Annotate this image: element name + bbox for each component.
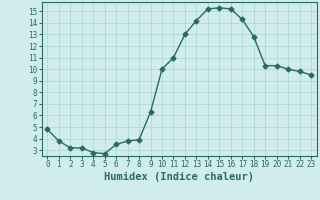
X-axis label: Humidex (Indice chaleur): Humidex (Indice chaleur): [104, 172, 254, 182]
